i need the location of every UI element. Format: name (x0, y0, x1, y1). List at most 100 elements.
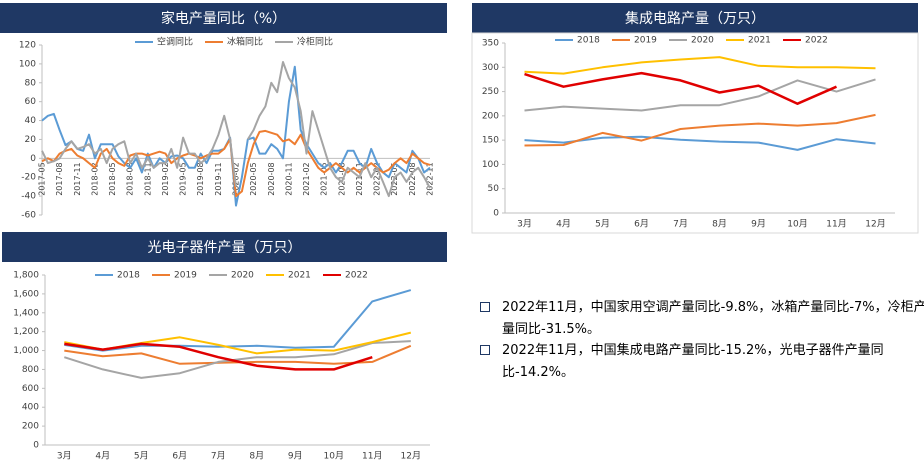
y-tick-label: -20 (21, 173, 36, 183)
x-tick-label: 2022-02 (373, 162, 382, 195)
x-tick-label: 2022-08 (408, 162, 417, 195)
y-tick-label: 800 (22, 365, 39, 375)
y-tick-label: 40 (25, 116, 37, 126)
y-tick-label: 350 (482, 39, 499, 49)
legend-label: 冰箱同比 (227, 36, 263, 48)
x-tick-label: 4月 (556, 219, 571, 230)
y-tick-label: 1,600 (13, 289, 39, 299)
x-tick-label: 10月 (324, 451, 344, 462)
x-tick-label: 8月 (249, 451, 264, 462)
x-tick-label: 2021-05 (320, 162, 329, 195)
x-tick-label: 2021-08 (337, 162, 346, 195)
series-line (64, 289, 412, 352)
x-tick-label: 2017-11 (73, 162, 82, 195)
series-line (63, 340, 411, 379)
y-tick-label: 80 (25, 78, 37, 88)
x-tick-label: 5月 (595, 219, 610, 230)
y-tick-label: 120 (19, 41, 36, 51)
series-line (524, 135, 876, 151)
legend-label: 冷柜同比 (297, 36, 333, 48)
y-tick-label: 60 (25, 97, 37, 107)
y-tick-label: 600 (22, 384, 39, 394)
chart-title: 家电产量同比（%） (161, 10, 286, 27)
x-tick-label: 2018-08 (126, 162, 135, 195)
legend-label: 空调同比 (157, 36, 193, 48)
x-tick-label: 8月 (712, 219, 727, 230)
x-tick-label: 2020-05 (249, 162, 258, 195)
x-tick-label: 9月 (288, 451, 303, 462)
x-tick-label: 9月 (751, 219, 766, 230)
x-tick-label: 7月 (211, 451, 226, 462)
y-tick-label: 100 (482, 160, 499, 170)
series-line (41, 61, 431, 198)
y-tick-label: 100 (19, 59, 36, 69)
legend-label: 2021 (748, 36, 771, 46)
x-tick-label: 2020-08 (267, 162, 276, 195)
y-tick-label: 250 (482, 87, 499, 97)
x-tick-label: 6月 (634, 219, 649, 230)
x-tick-label: 3月 (57, 451, 72, 462)
series-line (64, 342, 373, 371)
x-tick-label: 2021-11 (355, 162, 364, 195)
series-line (41, 129, 431, 198)
series-line (524, 113, 876, 147)
y-tick-label: 200 (482, 111, 499, 121)
x-tick-label: 2019-02 (161, 162, 170, 195)
x-tick-label: 7月 (673, 219, 688, 230)
x-tick-label: 2019-11 (214, 162, 223, 195)
y-tick-label: 20 (25, 135, 37, 145)
legend-label: 2022 (345, 271, 368, 281)
note: 2022年11月，中国集成电路产量同比-15.2%，光电子器件产量同比-14.2… (480, 340, 924, 384)
y-tick-label: 0 (33, 441, 39, 451)
x-tick-label: 5月 (134, 451, 149, 462)
title-band (2, 232, 447, 262)
x-tick-label: 4月 (95, 451, 110, 462)
x-tick-label: 10月 (787, 219, 807, 230)
x-tick-label: 3月 (517, 219, 532, 230)
frame (471, 32, 919, 234)
y-tick-label: 1,000 (13, 346, 39, 356)
series-line (64, 331, 412, 355)
x-tick-label: 11月 (362, 451, 382, 462)
legend-label: 2019 (634, 36, 657, 46)
x-tick-label: 12月 (865, 219, 885, 230)
x-tick-label: 2018-05 (108, 162, 117, 195)
series-line (524, 78, 876, 112)
x-tick-label: 2018-02 (90, 162, 99, 195)
legend-label: 2021 (288, 271, 311, 281)
x-tick-label: 2021-02 (302, 162, 311, 195)
x-tick-label: 2018-11 (143, 162, 152, 195)
legend-label: 2022 (805, 36, 828, 46)
y-tick-label: 1,800 (13, 271, 39, 281)
x-tick-label: 2022-11 (426, 162, 435, 195)
x-tick-label: 11月 (826, 219, 846, 230)
y-tick-label: 400 (22, 403, 39, 413)
y-tick-label: 1,200 (13, 327, 39, 337)
y-tick-label: 50 (488, 184, 500, 194)
title-band (0, 3, 447, 33)
title-band (472, 3, 918, 33)
chart-title: 光电子器件产量（万只） (148, 240, 302, 256)
x-tick-label: 2019-08 (196, 162, 205, 195)
legend-label: 2020 (231, 271, 254, 281)
x-tick-label: 2019-05 (179, 162, 188, 195)
legend-label: 2018 (117, 271, 140, 281)
chart-title: 集成电路产量（万只） (625, 10, 765, 27)
legend-label: 2019 (174, 271, 197, 281)
x-tick-label: 2017-08 (55, 162, 64, 195)
x-tick-label: 12月 (401, 451, 421, 462)
x-tick-label: 6月 (172, 451, 187, 462)
y-tick-label: 1,400 (13, 308, 39, 318)
y-tick-label: 0 (493, 209, 499, 219)
y-tick-label: 0 (30, 154, 36, 164)
series-line (524, 71, 837, 105)
legend-label: 2020 (691, 36, 714, 46)
x-tick-label: 2020-11 (284, 162, 293, 195)
y-tick-label: 200 (22, 422, 39, 432)
note: 2022年11月，中国家用空调产量同比-9.8%，冰箱产量同比-7%，冷柜产量同… (480, 297, 924, 341)
series-line (524, 56, 876, 75)
y-tick-label: 300 (482, 63, 499, 73)
y-tick-label: -40 (21, 192, 36, 202)
y-tick-label: -60 (21, 211, 36, 221)
